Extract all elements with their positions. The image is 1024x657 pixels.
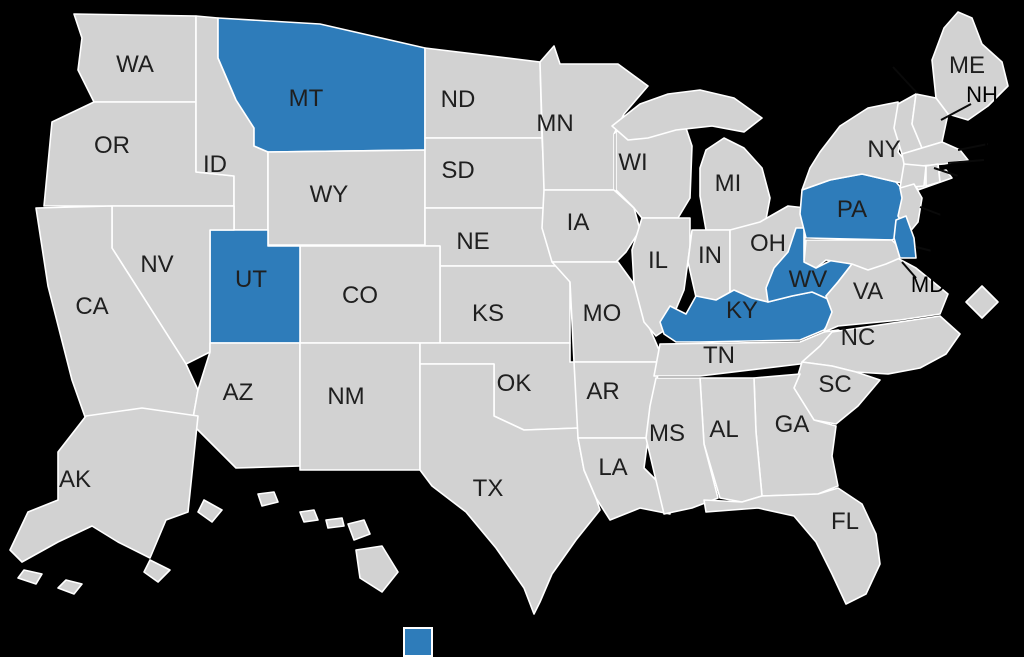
state-label-ok: OK xyxy=(497,370,532,397)
state-label-sd: SD xyxy=(441,157,474,184)
state-label-mi: MI xyxy=(715,170,742,197)
state-label-ri: RI xyxy=(985,148,1007,173)
state-label-ga: GA xyxy=(775,411,810,438)
state-shape-de xyxy=(893,215,917,259)
legend-label: Adopters xyxy=(442,629,538,656)
state-shape-dc-diamond xyxy=(965,285,999,319)
state-shape-la xyxy=(577,437,671,521)
state-label-tx: TX xyxy=(473,475,504,502)
state-shape-me xyxy=(931,11,1009,121)
state-shape-mi-lower xyxy=(699,137,771,231)
state-shape-ne xyxy=(424,207,563,267)
state-label-wa: WA xyxy=(116,51,154,78)
state-label-ct: CT xyxy=(955,168,984,193)
state-label-al: AL xyxy=(709,416,738,443)
state-label-tn: TN xyxy=(703,342,735,369)
leader-line-de xyxy=(915,246,933,252)
legend-swatch xyxy=(403,627,433,657)
state-shape-il xyxy=(631,217,691,337)
leader-line-ct xyxy=(933,167,959,177)
state-label-wv: WV xyxy=(789,266,828,293)
state-label-nh: NH xyxy=(966,82,998,107)
state-label-mo: MO xyxy=(583,300,622,327)
state-label-nc: NC xyxy=(841,324,876,351)
state-label-ia: IA xyxy=(567,209,590,236)
state-label-nv: NV xyxy=(140,251,173,278)
leader-lines xyxy=(892,66,989,279)
state-label-ne: NE xyxy=(456,228,489,255)
state-label-ar: AR xyxy=(586,378,619,405)
legend: Adopters xyxy=(403,627,538,657)
state-label-in: IN xyxy=(698,242,722,269)
state-labels: WA OR CA NV ID MT WY UT CO AZ NM ND SD N… xyxy=(59,51,985,535)
state-shape-hi-big-island xyxy=(355,545,399,593)
leader-line-ri xyxy=(947,159,985,164)
state-shape-ks xyxy=(439,265,571,344)
state-label-ny: NY xyxy=(867,136,900,163)
state-shape-ms xyxy=(645,377,719,515)
state-shape-nc xyxy=(801,315,961,375)
state-label-ak: AK xyxy=(59,466,91,493)
state-label-or: OR xyxy=(94,132,130,159)
state-shape-hi-maui xyxy=(347,519,371,541)
state-shape-ak-island-4 xyxy=(57,579,83,595)
state-label-wy: WY xyxy=(310,181,349,208)
state-shape-ak xyxy=(9,407,199,563)
state-shape-hi-oahu xyxy=(299,509,319,523)
state-shapes xyxy=(9,11,1009,615)
state-label-la: LA xyxy=(598,454,627,481)
state-label-vt: VT xyxy=(870,46,898,71)
state-label-nd: ND xyxy=(441,86,476,113)
state-label-oh: OH xyxy=(750,230,786,257)
state-label-az: AZ xyxy=(223,379,254,406)
state-shape-hi-kauai xyxy=(257,491,279,507)
leader-line-nh xyxy=(940,103,972,121)
state-label-va: VA xyxy=(853,278,883,305)
state-shape-mi-upper xyxy=(611,89,763,141)
state-label-mn: MN xyxy=(536,110,573,137)
state-shape-hi-molokai xyxy=(325,517,345,529)
leader-line-vt xyxy=(892,66,918,94)
state-label-de: DE xyxy=(929,240,960,265)
state-shape-ak-island-2 xyxy=(143,559,171,583)
state-shape-ri xyxy=(925,163,941,187)
state-label-id: ID xyxy=(203,151,227,178)
state-label-fl: FL xyxy=(831,508,859,535)
state-shape-tx xyxy=(419,363,601,615)
state-label-ut: UT xyxy=(235,266,267,293)
state-shape-va xyxy=(823,251,949,333)
leader-line-ma xyxy=(957,143,989,151)
state-label-ca: CA xyxy=(75,293,108,320)
leader-line-nj xyxy=(919,206,942,216)
state-shape-ia xyxy=(541,189,641,263)
state-label-nj: NJ xyxy=(939,206,966,231)
state-label-il: IL xyxy=(648,247,668,274)
state-label-md: MD xyxy=(911,272,945,297)
state-labels-offmap: VT NH MA RI CT NJ DE MD DC HI xyxy=(327,46,1017,567)
state-label-ks: KS xyxy=(472,300,504,327)
state-label-ma: MA xyxy=(984,128,1017,153)
state-label-ky: KY xyxy=(726,297,758,324)
state-label-me: ME xyxy=(949,52,985,79)
state-shape-fl xyxy=(703,487,881,605)
state-shape-mt xyxy=(217,17,426,153)
state-label-sc: SC xyxy=(818,371,851,398)
state-shape-ak-island-1 xyxy=(197,499,223,523)
state-label-mt: MT xyxy=(289,85,324,112)
state-label-nm: NM xyxy=(327,383,364,410)
state-label-co: CO xyxy=(342,282,378,309)
state-shape-ak-island-3 xyxy=(17,569,43,585)
state-label-wi: WI xyxy=(618,149,647,176)
leader-line-md xyxy=(901,261,917,279)
state-label-dc: DC xyxy=(966,322,998,347)
state-label-pa: PA xyxy=(837,196,867,223)
state-label-hi: HI xyxy=(327,542,349,567)
state-shape-ct xyxy=(899,163,927,189)
state-label-ms: MS xyxy=(649,420,685,447)
